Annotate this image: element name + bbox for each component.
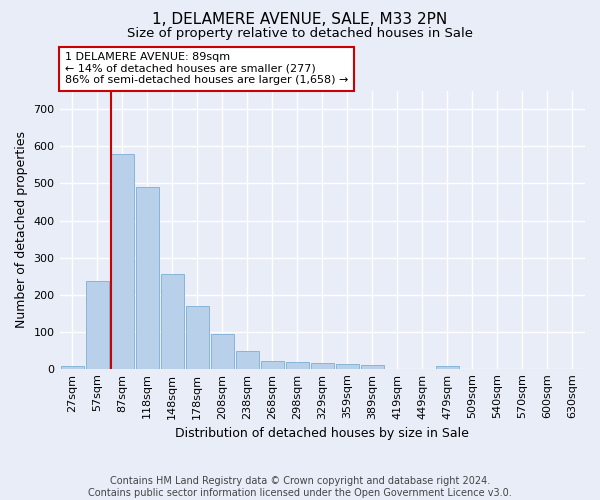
Bar <box>211 334 233 368</box>
Bar <box>436 366 459 368</box>
Bar <box>161 274 184 368</box>
X-axis label: Distribution of detached houses by size in Sale: Distribution of detached houses by size … <box>175 427 469 440</box>
Text: 1, DELAMERE AVENUE, SALE, M33 2PN: 1, DELAMERE AVENUE, SALE, M33 2PN <box>152 12 448 28</box>
Bar <box>136 187 158 368</box>
Bar <box>361 365 384 368</box>
Text: 1 DELAMERE AVENUE: 89sqm
← 14% of detached houses are smaller (277)
86% of semi-: 1 DELAMERE AVENUE: 89sqm ← 14% of detach… <box>65 52 348 86</box>
Bar <box>261 360 284 368</box>
Bar <box>86 280 109 368</box>
Bar <box>110 154 134 368</box>
Bar <box>336 364 359 368</box>
Bar <box>286 362 309 368</box>
Bar <box>61 366 83 368</box>
Bar <box>236 351 259 368</box>
Text: Size of property relative to detached houses in Sale: Size of property relative to detached ho… <box>127 28 473 40</box>
Y-axis label: Number of detached properties: Number of detached properties <box>15 132 28 328</box>
Text: Contains HM Land Registry data © Crown copyright and database right 2024.
Contai: Contains HM Land Registry data © Crown c… <box>88 476 512 498</box>
Bar <box>185 306 209 368</box>
Bar <box>311 364 334 368</box>
